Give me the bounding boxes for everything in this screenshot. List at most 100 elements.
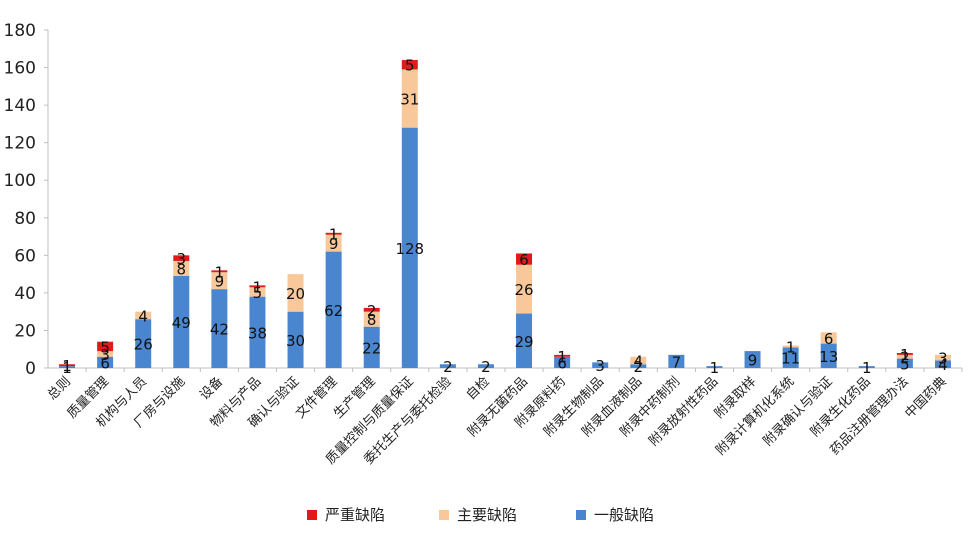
x-tick-label: 自检 bbox=[464, 374, 493, 403]
bar-segment-severe bbox=[896, 352, 913, 355]
x-tick-label: 附录确认与验证 bbox=[760, 374, 836, 450]
data-label: 3 bbox=[100, 346, 110, 364]
bar-segment-severe bbox=[249, 285, 266, 288]
bar-segment-major bbox=[896, 354, 913, 359]
bar-segment-general bbox=[934, 360, 951, 368]
bar-segment-general bbox=[706, 366, 723, 368]
bar-segment-general bbox=[477, 364, 494, 368]
bar-segment-major bbox=[516, 264, 533, 314]
bar-segment-major bbox=[782, 345, 799, 348]
data-label: 1 bbox=[862, 359, 872, 377]
data-label: 8 bbox=[367, 311, 377, 329]
bar-segment-major bbox=[287, 274, 304, 312]
bar-segment-general bbox=[782, 347, 799, 368]
bar-segment-general bbox=[59, 366, 76, 368]
legend-item-major: 主要缺陷 bbox=[439, 504, 517, 525]
data-label: 5 bbox=[253, 284, 263, 302]
bar-segment-severe bbox=[363, 307, 380, 312]
data-label: 9 bbox=[748, 352, 758, 370]
bar-segment-major bbox=[249, 287, 266, 297]
legend-item-general: 一般缺陷 bbox=[576, 504, 654, 525]
bar-segment-major bbox=[820, 332, 837, 344]
bar-segment-general bbox=[173, 275, 190, 368]
legend-swatch-general bbox=[576, 509, 586, 520]
data-label: 4 bbox=[634, 352, 644, 370]
x-tick-label: 中国药典 bbox=[902, 374, 949, 421]
data-label: 3 bbox=[177, 250, 187, 268]
data-label: 1 bbox=[215, 263, 225, 281]
bar-segment-general bbox=[554, 356, 571, 368]
legend-label-severe: 严重缺陷 bbox=[325, 506, 386, 524]
data-label: 2 bbox=[634, 358, 644, 376]
data-label: 6 bbox=[519, 251, 529, 269]
bar-segment-major bbox=[173, 260, 190, 276]
bar-segment-severe bbox=[554, 354, 571, 357]
x-tick-label: 设备 bbox=[196, 374, 226, 404]
data-label: 1 bbox=[557, 348, 567, 366]
data-label: 30 bbox=[286, 332, 305, 350]
bar-segment-general bbox=[363, 326, 380, 368]
legend-label-general: 一般缺陷 bbox=[594, 506, 655, 524]
bar-segment-general bbox=[858, 366, 875, 368]
bar-segment-general bbox=[325, 251, 342, 368]
data-label: 6 bbox=[557, 354, 567, 372]
bar-segment-major bbox=[135, 311, 152, 320]
data-label: 1 bbox=[62, 359, 72, 377]
data-label: 49 bbox=[172, 314, 191, 332]
data-label: 20 bbox=[286, 285, 305, 303]
bar-segment-general bbox=[401, 127, 418, 369]
legend-swatch-major bbox=[439, 509, 449, 520]
bar-segment-general bbox=[249, 296, 266, 368]
data-label: 22 bbox=[362, 339, 381, 357]
bar-segment-general bbox=[287, 311, 304, 368]
data-label: 2 bbox=[367, 302, 377, 320]
data-label: 1 bbox=[900, 346, 910, 364]
data-label: 5 bbox=[100, 338, 110, 356]
bar-segment-severe bbox=[325, 232, 342, 235]
x-tick-label: 附录放射性药品 bbox=[646, 374, 722, 450]
bar-segment-severe bbox=[59, 364, 76, 367]
bar-segment-severe bbox=[211, 270, 228, 273]
y-tick-label: 40 bbox=[14, 284, 36, 304]
data-label: 7 bbox=[672, 353, 682, 371]
data-label: 2 bbox=[481, 358, 491, 376]
data-label: 5 bbox=[405, 57, 415, 75]
bar-segment-general bbox=[668, 354, 685, 368]
bar-segment-major bbox=[401, 69, 418, 128]
data-label: 42 bbox=[210, 321, 229, 339]
data-label: 4 bbox=[938, 356, 948, 374]
bar-segment-major bbox=[211, 272, 228, 290]
data-label: 4 bbox=[138, 307, 148, 325]
legend: 严重缺陷 主要缺陷 一般缺陷 bbox=[0, 504, 970, 528]
data-label: 26 bbox=[134, 336, 153, 354]
bar-segment-general bbox=[439, 364, 456, 368]
data-label: 1 bbox=[62, 357, 72, 375]
bar-segment-major bbox=[97, 351, 114, 357]
x-tick-label: 总则 bbox=[45, 374, 74, 403]
data-label: 1 bbox=[710, 359, 720, 377]
y-tick-label: 80 bbox=[14, 209, 36, 229]
data-label: 128 bbox=[395, 240, 424, 258]
bar-segment-general bbox=[592, 362, 609, 368]
bar-segment-general bbox=[744, 351, 761, 368]
bar-segment-major bbox=[934, 354, 951, 361]
bar-segment-severe bbox=[173, 255, 190, 261]
bar-segment-general bbox=[820, 343, 837, 368]
y-tick-label: 180 bbox=[4, 21, 36, 41]
y-tick-label: 0 bbox=[25, 359, 36, 379]
data-label: 8 bbox=[177, 260, 187, 278]
data-label: 29 bbox=[514, 333, 533, 351]
legend-label-major: 主要缺陷 bbox=[457, 506, 518, 524]
bar-segment-severe bbox=[97, 341, 114, 352]
data-label: 13 bbox=[819, 348, 838, 366]
data-label: 1 bbox=[253, 278, 263, 296]
bar-segment-general bbox=[630, 364, 647, 368]
data-label: 6 bbox=[100, 354, 110, 372]
bars bbox=[59, 60, 951, 369]
bar-segment-major bbox=[325, 234, 342, 252]
bar-segment-major bbox=[363, 311, 380, 327]
data-label: 2 bbox=[900, 349, 910, 367]
data-label: 1 bbox=[786, 338, 796, 356]
